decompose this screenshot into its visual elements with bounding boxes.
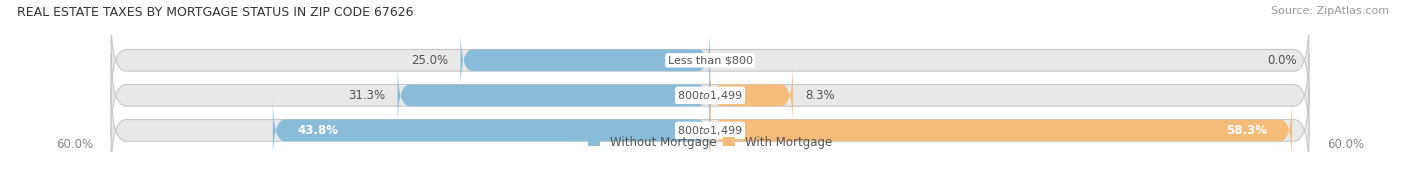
- Text: 43.8%: 43.8%: [298, 124, 339, 137]
- FancyBboxPatch shape: [273, 99, 710, 162]
- Text: 0.0%: 0.0%: [1267, 54, 1296, 67]
- Legend: Without Mortgage, With Mortgage: Without Mortgage, With Mortgage: [588, 136, 832, 149]
- Text: 31.3%: 31.3%: [349, 89, 385, 102]
- Text: 60.0%: 60.0%: [56, 138, 93, 151]
- FancyBboxPatch shape: [111, 89, 1309, 172]
- Text: 25.0%: 25.0%: [412, 54, 449, 67]
- FancyBboxPatch shape: [111, 54, 1309, 137]
- Text: 8.3%: 8.3%: [804, 89, 835, 102]
- FancyBboxPatch shape: [461, 29, 710, 91]
- FancyBboxPatch shape: [111, 19, 1309, 102]
- Text: 58.3%: 58.3%: [1226, 124, 1267, 137]
- Text: Less than $800: Less than $800: [668, 55, 752, 65]
- Text: $800 to $1,499: $800 to $1,499: [678, 89, 742, 102]
- FancyBboxPatch shape: [710, 64, 793, 127]
- Text: 60.0%: 60.0%: [1327, 138, 1364, 151]
- Text: Source: ZipAtlas.com: Source: ZipAtlas.com: [1271, 6, 1389, 16]
- Text: $800 to $1,499: $800 to $1,499: [678, 124, 742, 137]
- Text: REAL ESTATE TAXES BY MORTGAGE STATUS IN ZIP CODE 67626: REAL ESTATE TAXES BY MORTGAGE STATUS IN …: [17, 6, 413, 19]
- FancyBboxPatch shape: [710, 99, 1292, 162]
- FancyBboxPatch shape: [398, 64, 710, 127]
